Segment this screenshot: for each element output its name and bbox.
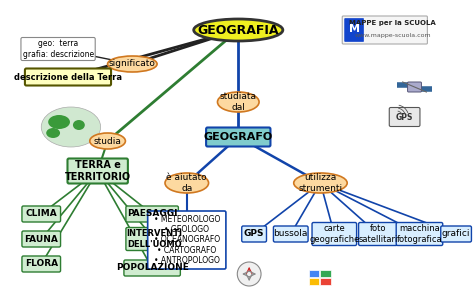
FancyBboxPatch shape [342,16,428,44]
Text: è aiutato
da: è aiutato da [166,173,207,193]
Text: studiata
dal: studiata dal [220,92,257,112]
Ellipse shape [165,173,209,193]
FancyBboxPatch shape [389,108,420,127]
FancyBboxPatch shape [242,226,266,242]
Text: www.mappe-scuola.com: www.mappe-scuola.com [355,33,431,37]
Text: significato: significato [109,59,156,69]
Text: macchina
fotografica: macchina fotografica [397,224,442,244]
FancyBboxPatch shape [124,260,180,276]
FancyBboxPatch shape [441,226,472,242]
Text: foto
satellitari: foto satellitari [358,224,398,244]
FancyBboxPatch shape [22,256,61,272]
Ellipse shape [90,133,126,149]
Text: CLIMA: CLIMA [26,210,57,219]
Text: M: M [348,24,360,34]
Text: • METEOROLOGO
• GEOLOGO
• OCEANOGRAFO
• CARTOGRAFO
• ANTROPOLOGO: • METEOROLOGO • GEOLOGO • OCEANOGRAFO • … [154,215,220,265]
FancyBboxPatch shape [22,206,61,222]
FancyBboxPatch shape [21,37,95,60]
Text: PAESAGGI: PAESAGGI [127,210,177,219]
FancyBboxPatch shape [126,206,178,222]
FancyBboxPatch shape [126,227,182,250]
FancyBboxPatch shape [320,278,331,285]
Text: FAUNA: FAUNA [24,234,58,243]
FancyBboxPatch shape [358,223,397,246]
Ellipse shape [46,128,60,138]
FancyBboxPatch shape [148,211,226,269]
Ellipse shape [41,107,100,147]
Text: geo:  terra
grafia: descrizione: geo: terra grafia: descrizione [23,39,94,59]
Text: POPOLAZIONE: POPOLAZIONE [116,264,189,272]
Text: bussola: bussola [273,230,308,239]
Text: GPS: GPS [396,113,413,121]
Text: studia: studia [94,137,121,146]
FancyBboxPatch shape [273,226,308,242]
Text: GEOGRAFO: GEOGRAFO [204,132,273,142]
FancyBboxPatch shape [408,82,421,92]
FancyBboxPatch shape [309,270,319,277]
Ellipse shape [194,19,283,41]
Ellipse shape [218,92,259,112]
FancyBboxPatch shape [345,18,364,41]
Text: descrizione della Terra: descrizione della Terra [14,72,122,82]
FancyBboxPatch shape [67,159,128,184]
FancyBboxPatch shape [312,223,356,246]
FancyBboxPatch shape [25,69,111,85]
Text: FLORA: FLORA [25,259,58,268]
Ellipse shape [73,120,85,130]
Ellipse shape [48,115,70,129]
Text: MAPPE per la SCUOLA: MAPPE per la SCUOLA [349,20,436,26]
Text: grafici: grafici [442,230,470,239]
Text: utilizza
strumenti: utilizza strumenti [299,173,343,193]
Ellipse shape [294,173,347,193]
FancyBboxPatch shape [206,127,271,146]
Text: GEOGRAFIA: GEOGRAFIA [198,24,279,37]
Ellipse shape [108,56,157,72]
FancyBboxPatch shape [320,270,331,277]
Text: GPS: GPS [244,230,264,239]
FancyBboxPatch shape [22,231,61,247]
Text: carte
geografiche: carte geografiche [309,224,359,244]
FancyBboxPatch shape [309,278,319,285]
Circle shape [237,262,261,286]
Text: TERRA e
TERRITORIO: TERRA e TERRITORIO [64,160,131,182]
Text: INTERVENTI
DELL'UOMO: INTERVENTI DELL'UOMO [126,229,182,249]
FancyBboxPatch shape [396,223,443,246]
